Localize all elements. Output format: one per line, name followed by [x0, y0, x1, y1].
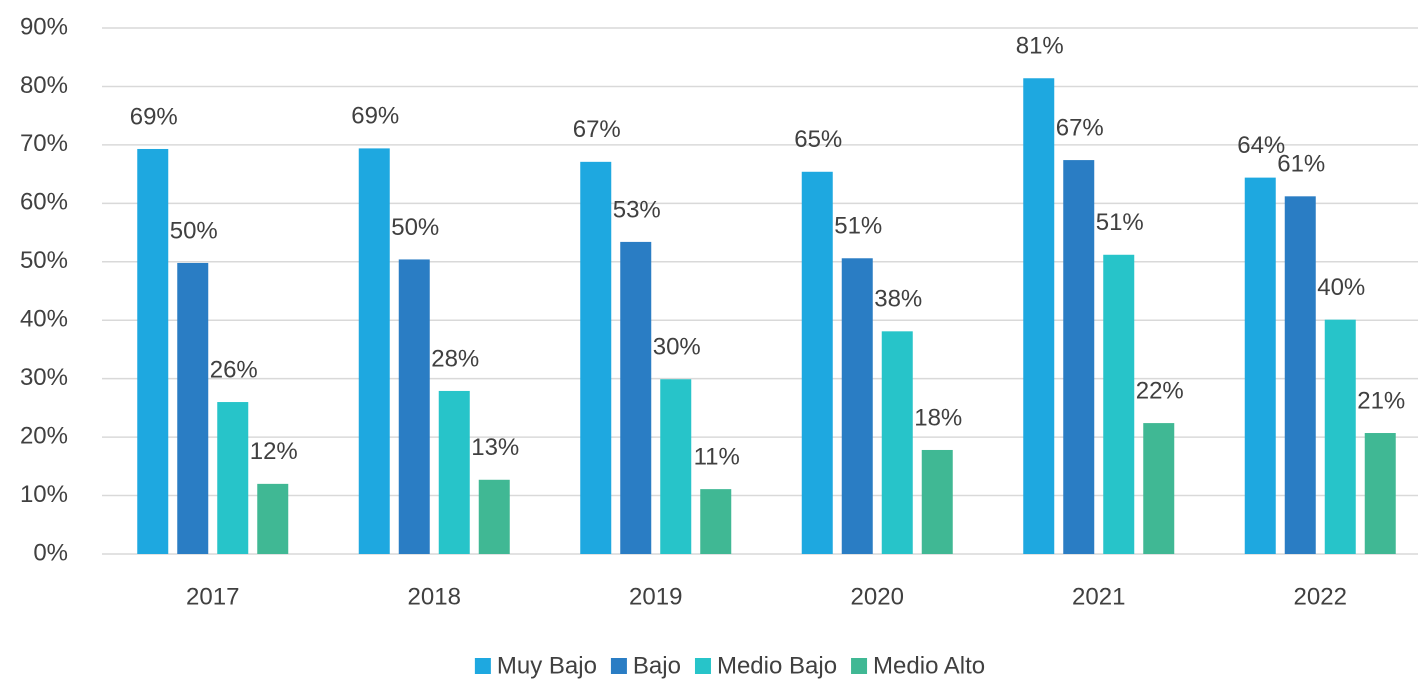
data-label: 61% [1277, 151, 1325, 178]
legend-swatch [851, 658, 868, 674]
y-tick-label: 90% [20, 13, 68, 40]
data-label: 69% [351, 103, 399, 130]
y-tick-label: 30% [20, 364, 68, 391]
x-tick-label: 2017 [186, 583, 239, 610]
x-tick-label: 2022 [1294, 583, 1347, 610]
bar [257, 483, 289, 554]
data-label: 64% [1237, 132, 1285, 159]
data-label: 50% [391, 214, 439, 241]
data-label: 11% [694, 443, 740, 470]
bar [580, 161, 612, 555]
bar [1023, 78, 1055, 555]
bar [1103, 254, 1135, 554]
bar [217, 402, 249, 554]
x-tick-label: 2021 [1072, 583, 1125, 610]
x-tick-label: 2018 [408, 583, 461, 610]
data-label: 30% [653, 334, 701, 361]
data-label: 28% [431, 345, 479, 372]
legend-label: Muy Bajo [497, 652, 597, 679]
y-tick-label: 0% [33, 539, 68, 566]
bar [1284, 196, 1316, 554]
bar [1244, 177, 1276, 554]
bar [177, 262, 209, 554]
y-tick-label: 20% [20, 422, 68, 449]
data-label: 51% [834, 213, 882, 240]
y-tick-label: 10% [20, 481, 68, 508]
bar [398, 259, 430, 554]
data-label: 40% [1317, 274, 1365, 301]
legend-swatch [610, 658, 627, 674]
data-label: 50% [170, 217, 218, 244]
data-label: 67% [1056, 114, 1104, 141]
data-label: 13% [471, 434, 519, 461]
x-tick-label: 2019 [629, 583, 682, 610]
bar [1143, 423, 1175, 554]
bar [801, 171, 833, 555]
y-tick-label: 70% [20, 130, 68, 157]
data-label: 69% [130, 103, 178, 130]
bar [1324, 319, 1356, 554]
bar [660, 379, 692, 554]
legend-label: Medio Bajo [717, 652, 837, 679]
legend-label: Medio Alto [873, 652, 985, 679]
data-label: 81% [1016, 33, 1064, 60]
data-label: 38% [874, 286, 922, 313]
x-tick-label: 2020 [851, 583, 904, 610]
y-tick-label: 40% [20, 306, 68, 333]
bar [358, 148, 390, 554]
legend-swatch [694, 658, 711, 674]
bar [438, 390, 470, 554]
data-label: 21% [1357, 387, 1405, 414]
bar [1063, 160, 1095, 554]
legend-label: Bajo [633, 652, 681, 679]
data-label: 18% [914, 404, 962, 431]
y-tick-label: 80% [20, 72, 68, 99]
bar [700, 489, 732, 554]
bar [620, 241, 652, 554]
data-label: 51% [1096, 209, 1144, 236]
bar [921, 449, 953, 554]
data-label: 12% [250, 438, 298, 465]
data-label: 26% [210, 356, 258, 383]
bar [881, 331, 913, 554]
y-tick-label: 60% [20, 189, 68, 216]
bar [478, 479, 510, 554]
legend-swatch [474, 658, 491, 674]
data-label: 65% [794, 126, 842, 153]
data-label: 53% [613, 196, 661, 223]
data-label: 67% [573, 116, 621, 143]
data-label: 22% [1136, 377, 1184, 404]
bar [1364, 433, 1396, 554]
y-tick-label: 50% [20, 247, 68, 274]
bar [841, 258, 873, 554]
bar [137, 148, 169, 555]
